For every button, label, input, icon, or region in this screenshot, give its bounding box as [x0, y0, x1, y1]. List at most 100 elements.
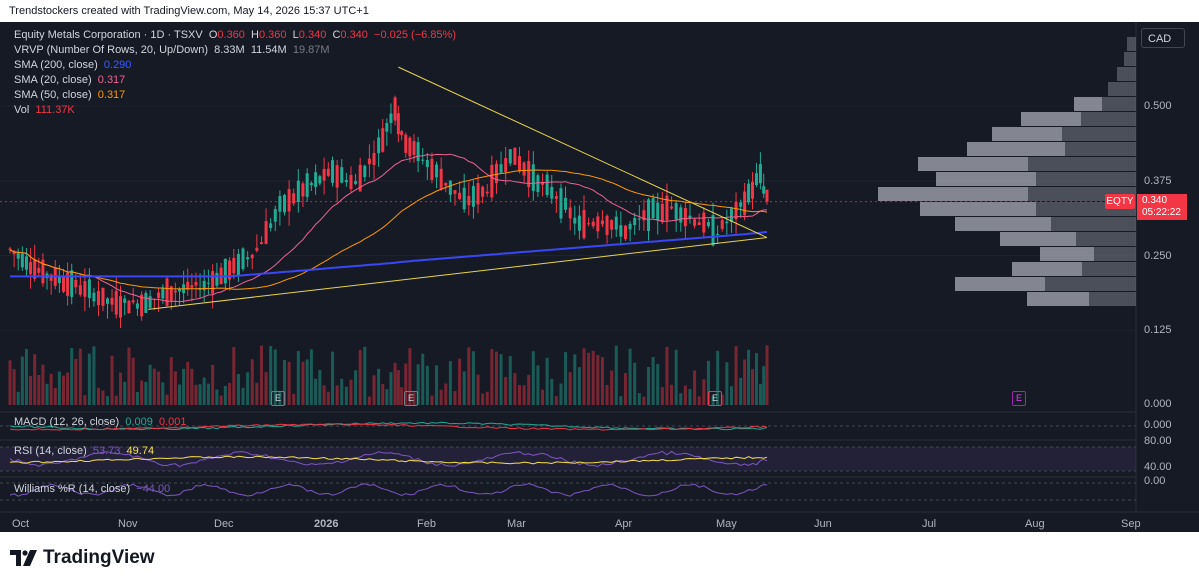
volume-bar: [41, 364, 45, 405]
volume-bar: [393, 362, 397, 405]
chart-canvas[interactable]: [0, 22, 1199, 532]
legend-sma20-row[interactable]: SMA (20, close) 0.317: [14, 73, 456, 88]
volume-bar: [110, 355, 114, 405]
volume-bar: [642, 396, 646, 405]
volume-bar: [24, 348, 28, 405]
candle-body: [596, 216, 600, 232]
volume-bar: [169, 357, 173, 405]
ticker-price-tag: EQTY: [1105, 194, 1135, 209]
rsi-axis-label-80: 80.00: [1144, 435, 1172, 447]
volume-bar: [144, 381, 148, 405]
earnings-marker[interactable]: E: [708, 391, 722, 406]
candle-body: [110, 297, 114, 305]
sma50-line: [9, 169, 768, 290]
volume-profile-bar: [1124, 52, 1136, 66]
volume-bar: [702, 379, 706, 405]
volume-bar: [106, 396, 110, 405]
volume-bar: [178, 384, 182, 405]
candle-body: [206, 282, 210, 284]
volume-bar: [711, 395, 715, 405]
earnings-marker[interactable]: E: [271, 391, 285, 406]
candle-body: [236, 253, 240, 276]
candle-body: [568, 207, 572, 219]
candle-body: [412, 141, 416, 155]
volume-bar: [522, 385, 526, 405]
candle-body: [363, 165, 367, 178]
candle-body: [758, 164, 762, 184]
volume-bar: [223, 385, 227, 405]
rsi-value-2: 49.74: [126, 445, 155, 457]
symbol-title[interactable]: Equity Metals Corporation · 1D · TSXV: [14, 29, 203, 41]
volume-bar: [499, 354, 503, 405]
volume-bar: [614, 345, 618, 405]
volume-bar: [591, 350, 595, 405]
volume-bar: [647, 366, 651, 405]
macd-legend[interactable]: MACD (12, 26, close) 0.009 0.001: [14, 416, 186, 428]
earnings-marker[interactable]: E: [404, 391, 418, 406]
candle-body: [20, 253, 24, 268]
earnings-marker-upcoming[interactable]: E: [1012, 391, 1026, 406]
candle-body: [314, 172, 318, 187]
macd-axis-label: 0.000: [1144, 419, 1172, 431]
volume-bar: [508, 356, 512, 405]
volume-bar: [754, 353, 758, 405]
candle-body: [527, 160, 531, 188]
rsi-legend[interactable]: RSI (14, close) 53.73 49.74: [14, 445, 154, 457]
low-label: L: [292, 29, 299, 41]
volume-bar: [8, 360, 12, 405]
volume-bar: [190, 368, 194, 405]
candle-body: [600, 220, 604, 225]
volume-bar: [367, 396, 371, 405]
legend-symbol-row[interactable]: Equity Metals Corporation · 1D · TSXV O0…: [14, 28, 456, 43]
candle-body: [425, 159, 429, 167]
candle-body: [587, 223, 591, 225]
candle-body: [131, 300, 135, 303]
trendline-support: [148, 237, 768, 310]
x-tick-label: Jul: [922, 518, 937, 530]
volume-bar: [408, 348, 412, 405]
volume-bar: [706, 360, 710, 405]
candle-body: [623, 225, 627, 240]
candle-body: [282, 195, 286, 213]
candle-body: [264, 221, 268, 244]
candle-body: [273, 209, 277, 222]
volume-bar: [340, 378, 344, 405]
candle-body: [178, 289, 182, 292]
legend-vrvp-row[interactable]: VRVP (Number Of Rows, 20, Up/Down) 8.33M…: [14, 43, 456, 58]
volume-bar: [633, 362, 637, 405]
candle-body: [591, 221, 595, 227]
legend-sma50-row[interactable]: SMA (50, close) 0.317: [14, 88, 456, 103]
volume-bar: [344, 386, 348, 405]
candle-body: [739, 202, 743, 207]
chart-frame[interactable]: Equity Metals Corporation · 1D · TSXV O0…: [0, 22, 1199, 532]
sma200-value: 0.290: [103, 59, 132, 71]
legend-sma200-row[interactable]: SMA (200, close) 0.290: [14, 58, 456, 73]
volume-bar: [628, 348, 632, 405]
candle-body: [396, 113, 400, 135]
candle-body: [322, 168, 326, 181]
volume-bar: [33, 354, 37, 405]
volume-bar: [444, 383, 448, 405]
williams-legend[interactable]: Williams %R (14, close) −44.00: [14, 483, 170, 495]
currency-selector[interactable]: CAD: [1141, 28, 1185, 48]
legend-vol-row[interactable]: Vol 111.37K: [14, 103, 456, 118]
volume-bar: [504, 377, 508, 405]
volume-profile-bar: [1108, 82, 1136, 96]
candle-body: [228, 260, 232, 280]
candle-body: [522, 162, 526, 176]
volume-bar: [412, 392, 416, 405]
candle-body: [123, 298, 127, 303]
header-bar: Trendstockers created with TradingView.c…: [0, 0, 1199, 22]
candle-body: [57, 276, 61, 284]
candle-body: [416, 142, 420, 162]
last-price-box: 0.340 05:22:22: [1137, 194, 1187, 220]
candle-body: [232, 257, 236, 274]
candle-body: [683, 208, 687, 227]
volume-bar: [29, 376, 33, 405]
volume-bar: [37, 375, 41, 405]
x-tick-label: Feb: [417, 518, 436, 530]
tradingview-logo[interactable]: TradingView: [10, 547, 155, 569]
candle-body: [628, 223, 632, 230]
volume-bar: [665, 346, 669, 405]
volume-bar: [651, 356, 655, 405]
